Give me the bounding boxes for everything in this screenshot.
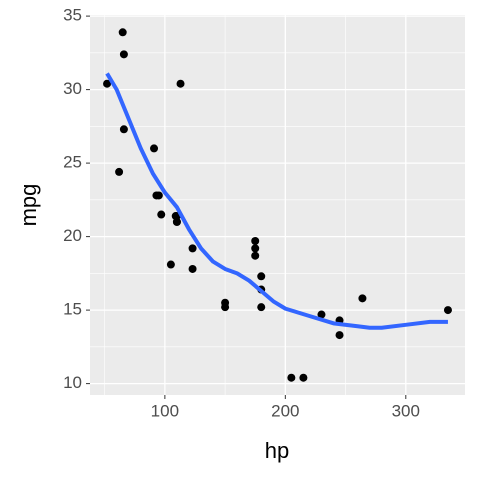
- panel: [90, 15, 465, 395]
- point: [335, 331, 344, 340]
- x-tick-label: 300: [392, 401, 420, 420]
- y-axis-title: mpg: [16, 184, 41, 227]
- y-tick-label: 20: [63, 226, 82, 245]
- point: [443, 306, 452, 315]
- point: [171, 212, 180, 221]
- x-axis-title: hp: [265, 438, 289, 463]
- point: [103, 79, 112, 88]
- point: [358, 294, 367, 303]
- point: [251, 251, 260, 260]
- point: [188, 244, 197, 253]
- point: [157, 210, 166, 219]
- point: [119, 50, 128, 59]
- point: [317, 310, 326, 319]
- point: [188, 264, 197, 273]
- y-tick-label: 10: [63, 373, 82, 392]
- point: [251, 237, 260, 246]
- x-tick-label: 200: [271, 401, 299, 420]
- smooth-line: [105, 72, 448, 330]
- point: [221, 303, 230, 312]
- point: [154, 191, 163, 200]
- point: [119, 125, 128, 134]
- y-tick-label: 25: [63, 153, 82, 172]
- y-tick-label: 15: [63, 300, 82, 319]
- point: [115, 167, 124, 176]
- y-tick-label: 35: [63, 6, 82, 25]
- x-tick-label: 100: [151, 401, 179, 420]
- point: [150, 144, 159, 153]
- y-tick-label: 30: [63, 79, 82, 98]
- point: [257, 303, 266, 312]
- point: [257, 272, 266, 281]
- point: [251, 244, 260, 253]
- point: [299, 373, 308, 382]
- point: [118, 28, 127, 37]
- point: [176, 79, 185, 88]
- point: [166, 260, 175, 269]
- point: [287, 373, 296, 382]
